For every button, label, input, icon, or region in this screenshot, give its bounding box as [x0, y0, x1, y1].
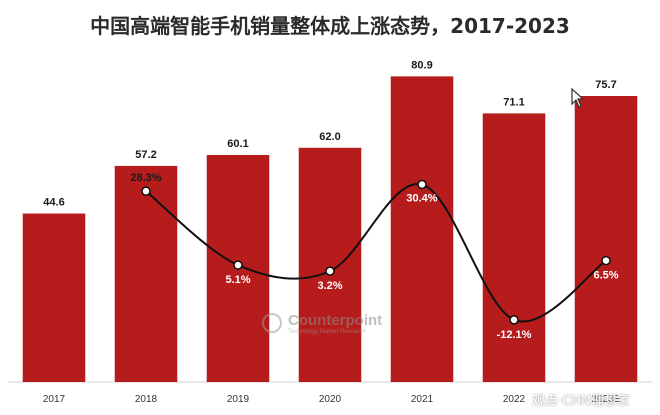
growth-label: 5.1% [225, 274, 250, 286]
bar-value-label: 57.2 [135, 149, 156, 161]
growth-point [141, 186, 151, 196]
bar-value-label: 44.6 [43, 197, 64, 209]
growth-label: 28.3% [130, 172, 161, 184]
growth-label: 6.5% [593, 270, 618, 282]
x-tick-label: 2023E [592, 394, 621, 405]
x-tick-label: 2018 [135, 394, 158, 405]
mouse-cursor-icon [571, 88, 585, 108]
growth-point [417, 179, 427, 190]
bar-value-label: 62.0 [319, 131, 340, 143]
watermark-tagline: Technology Market Research [288, 329, 366, 335]
chart-title: 中国高端智能手机销量整体成上涨态势，2017-2023 [90, 14, 570, 38]
growth-point [233, 260, 243, 270]
bar [298, 147, 362, 382]
growth-label: 30.4% [406, 192, 437, 204]
x-tick-label: 2019 [227, 394, 250, 405]
growth-point [509, 315, 519, 325]
watermark-brand: Counterpoint [288, 312, 383, 329]
x-tick-label: 2021 [411, 394, 434, 405]
counterpoint-logo-icon [262, 313, 282, 333]
bar-value-label: 60.1 [227, 138, 248, 150]
source-watermark: 观点·CHN理想家 [532, 394, 630, 409]
bar [390, 76, 454, 382]
x-tick-label: 2017 [43, 394, 66, 405]
x-tick-label: 2022 [503, 394, 526, 405]
bar-value-label: 80.9 [411, 59, 432, 71]
growth-point [325, 266, 335, 276]
bar [574, 96, 638, 383]
bar-value-label: 71.1 [503, 96, 524, 108]
x-tick-label: 2020 [319, 394, 342, 405]
growth-point [601, 255, 611, 266]
growth-label: 3.2% [317, 280, 342, 292]
bar-value-label: 75.7 [595, 79, 616, 91]
growth-label: -12.1% [497, 329, 532, 341]
bar [482, 113, 546, 383]
bar [114, 165, 178, 382]
bar [22, 213, 86, 382]
counterpoint-watermark: Counterpoint Technology Market Research [262, 311, 402, 337]
